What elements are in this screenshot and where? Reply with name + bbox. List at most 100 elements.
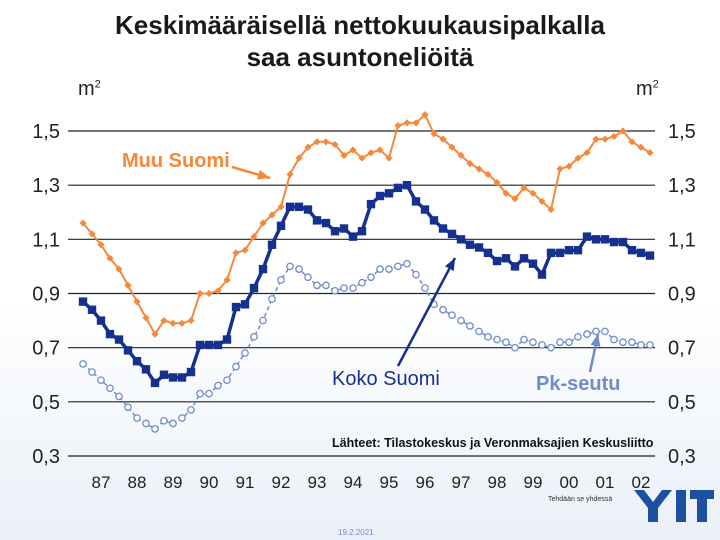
- data-point-pk: [214, 381, 222, 390]
- pk-seutu-arrow-head: [590, 334, 601, 347]
- data-point-muu: [205, 289, 213, 298]
- data-point-muu: [628, 138, 636, 146]
- data-point-koko: [285, 202, 295, 212]
- data-point-koko: [384, 189, 394, 198]
- data-point-koko: [213, 340, 223, 350]
- data-point-muu: [232, 249, 240, 257]
- data-point-koko: [123, 346, 133, 355]
- data-point-muu: [304, 143, 312, 151]
- data-point-pk: [241, 349, 249, 357]
- data-point-koko: [465, 240, 475, 249]
- slide-date: 19.2.2021: [338, 528, 374, 537]
- data-point-pk: [556, 338, 564, 347]
- y-tick-label-right: 0,7: [668, 338, 696, 360]
- data-point-pk: [493, 335, 501, 344]
- data-point-koko: [339, 224, 349, 233]
- data-point-pk: [466, 322, 474, 330]
- data-point-muu: [448, 143, 456, 151]
- data-point-koko: [150, 378, 160, 388]
- data-point-muu: [313, 138, 321, 146]
- data-point-koko: [456, 235, 466, 244]
- data-point-koko: [267, 240, 277, 249]
- data-point-pk: [565, 338, 573, 347]
- x-tick-label: 91: [236, 473, 255, 492]
- data-point-pk: [421, 284, 429, 292]
- data-point-muu: [484, 170, 492, 178]
- tagline: Tehdään se yhdessä: [548, 496, 613, 503]
- data-point-koko: [366, 199, 376, 209]
- data-point-koko: [330, 227, 340, 236]
- x-tick-label: 89: [164, 473, 183, 492]
- data-point-pk: [277, 276, 285, 284]
- data-point-koko: [276, 221, 286, 230]
- data-point-muu: [547, 205, 555, 214]
- data-point-koko: [564, 245, 574, 255]
- y-unit-left-base: m: [78, 78, 95, 100]
- data-point-muu: [115, 265, 123, 273]
- data-point-koko: [546, 248, 556, 258]
- data-point-pk: [502, 338, 510, 347]
- chart-title-line1: Keskimääräisellä nettokuukausipalkalla: [115, 10, 605, 40]
- koko-suomi-arrow: [396, 257, 457, 367]
- data-point-koko: [609, 237, 619, 247]
- muu-suomi-arrow-head: [257, 169, 270, 180]
- data-point-muu: [529, 189, 537, 197]
- data-point-muu: [169, 319, 177, 327]
- data-point-pk: [331, 286, 339, 295]
- data-point-muu: [187, 316, 195, 325]
- data-point-pk: [250, 332, 258, 341]
- data-point-pk: [457, 316, 465, 325]
- data-point-pk: [313, 281, 321, 290]
- line-layer: [78, 111, 655, 433]
- data-point-pk: [646, 341, 654, 349]
- data-point-muu: [133, 298, 141, 306]
- y-tick-label-left: 0,7: [32, 338, 60, 360]
- data-point-pk: [268, 295, 276, 303]
- data-point-koko: [402, 180, 412, 190]
- x-tick-label: 00: [560, 473, 579, 492]
- data-point-muu: [106, 254, 114, 262]
- data-point-muu: [601, 135, 609, 143]
- data-point-muu: [196, 289, 204, 298]
- data-point-muu: [511, 195, 519, 203]
- data-point-muu: [259, 219, 267, 227]
- data-point-koko: [375, 191, 385, 201]
- data-point-pk: [583, 330, 591, 338]
- grid-layer: [68, 130, 655, 457]
- y-tick-label-left: 0,9: [32, 284, 60, 306]
- x-tick-label: 87: [92, 473, 111, 492]
- data-point-pk: [304, 273, 312, 282]
- data-point-koko: [159, 370, 169, 379]
- data-point-koko: [483, 248, 493, 258]
- y-tick-label-right: 0,9: [668, 284, 696, 306]
- x-tick-label: 88: [128, 473, 147, 492]
- data-point-pk: [97, 376, 105, 385]
- data-point-pk: [295, 265, 303, 273]
- data-point-muu: [430, 130, 438, 138]
- data-point-muu: [322, 138, 330, 146]
- data-point-koko: [492, 256, 502, 266]
- y-unit-left-exp: 2: [94, 78, 101, 91]
- data-point-koko: [249, 283, 259, 293]
- data-point-pk: [601, 327, 609, 336]
- data-point-pk: [619, 338, 627, 347]
- data-point-koko: [357, 227, 367, 236]
- data-point-muu: [223, 276, 231, 284]
- data-point-muu: [556, 165, 564, 173]
- data-point-koko: [348, 232, 358, 241]
- koko-suomi-arrow-head: [444, 258, 455, 271]
- data-point-pk: [169, 419, 177, 428]
- data-point-koko: [96, 316, 106, 325]
- data-point-muu: [160, 316, 168, 325]
- data-point-pk: [484, 332, 492, 341]
- x-tick-label: 97: [452, 473, 471, 492]
- x-tick-label: 95: [380, 473, 399, 492]
- data-point-koko: [447, 229, 457, 239]
- data-point-koko: [600, 235, 610, 244]
- series-line-muu: [82, 113, 651, 337]
- data-point-muu: [178, 319, 186, 327]
- series-line-koko: [81, 183, 651, 386]
- data-point-koko: [627, 245, 637, 255]
- data-point-koko: [231, 302, 241, 312]
